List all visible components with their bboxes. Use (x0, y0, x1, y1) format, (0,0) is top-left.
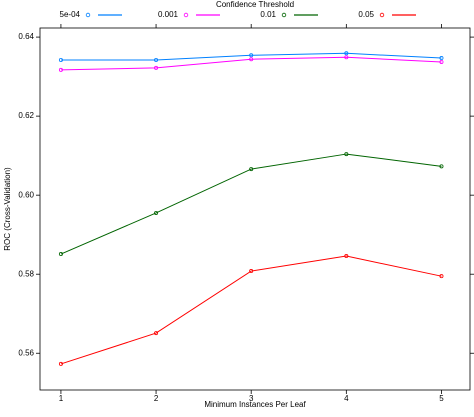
data-point (58, 361, 63, 366)
data-point (344, 254, 349, 259)
x-tick-label: 1 (59, 394, 64, 403)
legend-marker (183, 12, 189, 18)
data-point (344, 51, 349, 56)
x-axis-label: Minimum Instances Per Leaf (204, 400, 306, 409)
data-point (249, 167, 254, 172)
legend-label: 0.001 (158, 10, 179, 19)
y-tick-label: 0.62 (18, 111, 34, 120)
data-point (439, 274, 444, 279)
plot-frame (39, 27, 471, 391)
data-point (154, 210, 159, 215)
series-line (60, 153, 442, 255)
legend-label: 5e-04 (60, 10, 81, 19)
series-line (60, 56, 442, 71)
legend-title: Confidence Threshold (216, 0, 294, 9)
x-tick-label: 5 (439, 394, 444, 403)
legend-marker (379, 12, 385, 18)
data-point (154, 58, 159, 63)
data-point (154, 331, 159, 336)
data-point (249, 53, 254, 58)
data-point (439, 56, 444, 61)
data-point (344, 152, 349, 157)
legend-marker (281, 12, 287, 18)
data-point (249, 269, 254, 274)
y-axis-label: ROC (Cross-Validation) (3, 167, 12, 251)
y-tick-label: 0.60 (18, 190, 34, 199)
y-tick-label: 0.58 (18, 269, 34, 278)
series-line (60, 255, 442, 365)
data-point (58, 67, 63, 72)
data-point (154, 65, 159, 70)
legend-label: 0.01 (260, 10, 276, 19)
series-line (60, 52, 442, 61)
x-tick-label: 2 (154, 394, 159, 403)
data-point (249, 57, 254, 62)
data-point (439, 164, 444, 169)
y-tick-label: 0.56 (18, 348, 34, 357)
y-tick-label: 0.64 (18, 32, 34, 41)
legend-marker (85, 12, 91, 18)
data-point (439, 59, 444, 64)
data-point (344, 55, 349, 60)
x-tick-label: 3 (249, 394, 254, 403)
data-point (58, 58, 63, 63)
legend-label: 0.05 (358, 10, 374, 19)
x-tick-label: 4 (344, 394, 349, 403)
data-point (58, 252, 63, 257)
